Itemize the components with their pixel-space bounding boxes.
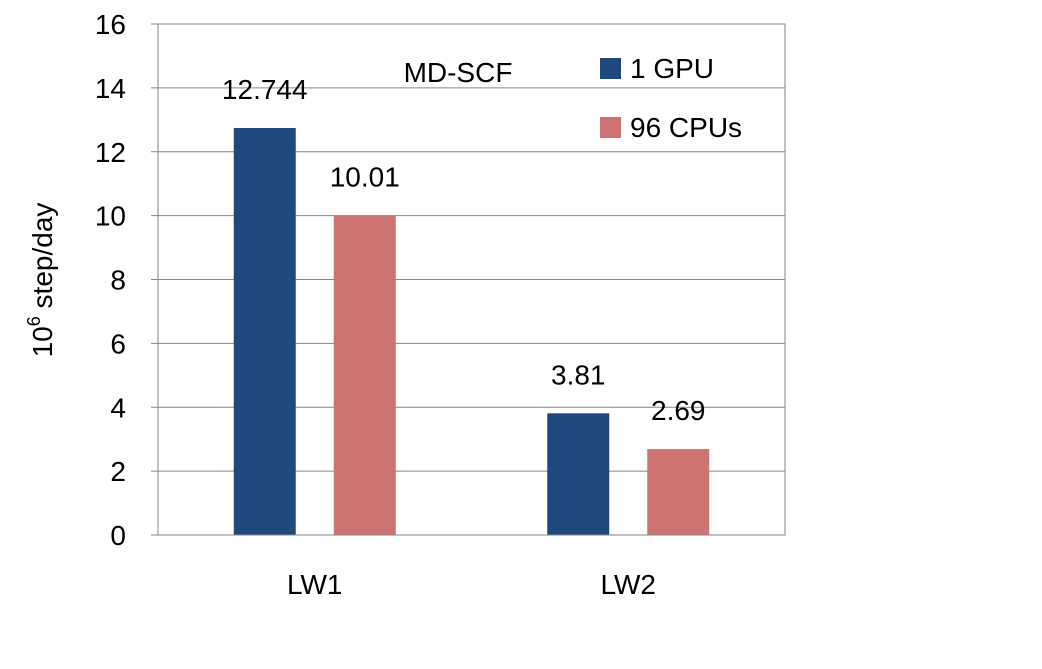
y-tick-label: 2	[110, 456, 126, 487]
y-tick-label: 10	[95, 201, 126, 232]
y-tick-label: 8	[110, 265, 126, 296]
bar-value-label: 12.744	[222, 74, 308, 105]
y-tick-label: 6	[110, 328, 126, 359]
legend-label: 1 GPU	[630, 53, 714, 84]
x-axis-category-labels: LW1 LW2	[287, 569, 656, 600]
bars	[233, 127, 710, 536]
y-axis-label-exponent: 6	[24, 316, 44, 326]
y-tick-label: 0	[110, 520, 126, 551]
y-tick-label: 14	[95, 73, 126, 104]
bar-value-label: 10.01	[330, 161, 400, 192]
bar-value-label: 2.69	[651, 395, 706, 426]
bar-value-label: 3.81	[551, 359, 606, 390]
y-tick-label: 16	[95, 9, 126, 40]
legend-label: 96 CPUs	[630, 112, 742, 143]
y-axis-label-unit: step/day	[27, 203, 58, 317]
bar-96-cpus-lw2	[647, 449, 710, 535]
y-axis-label-base: 10	[27, 326, 58, 357]
y-tick-label: 12	[95, 137, 126, 168]
data-labels: 12.744 10.01 3.81 2.69	[222, 74, 706, 426]
y-axis-label: 106 step/day	[24, 203, 58, 358]
y-axis-tick-labels: 0 2 4 6 8 10 12 14 16	[95, 9, 126, 551]
plot-area-border	[157, 23, 786, 536]
legend-swatch	[600, 58, 621, 79]
category-label-lw2: LW2	[601, 569, 657, 600]
legend: 1 GPU 96 CPUs	[600, 53, 742, 143]
bar-1-gpu-lw2	[547, 413, 610, 535]
category-label-lw1: LW1	[287, 569, 343, 600]
bar-1-gpu-lw1	[233, 127, 296, 536]
y-tick-label: 4	[110, 392, 126, 423]
chart-title: MD-SCF	[404, 57, 513, 88]
bar-96-cpus-lw1	[333, 215, 396, 536]
legend-swatch	[600, 117, 621, 138]
